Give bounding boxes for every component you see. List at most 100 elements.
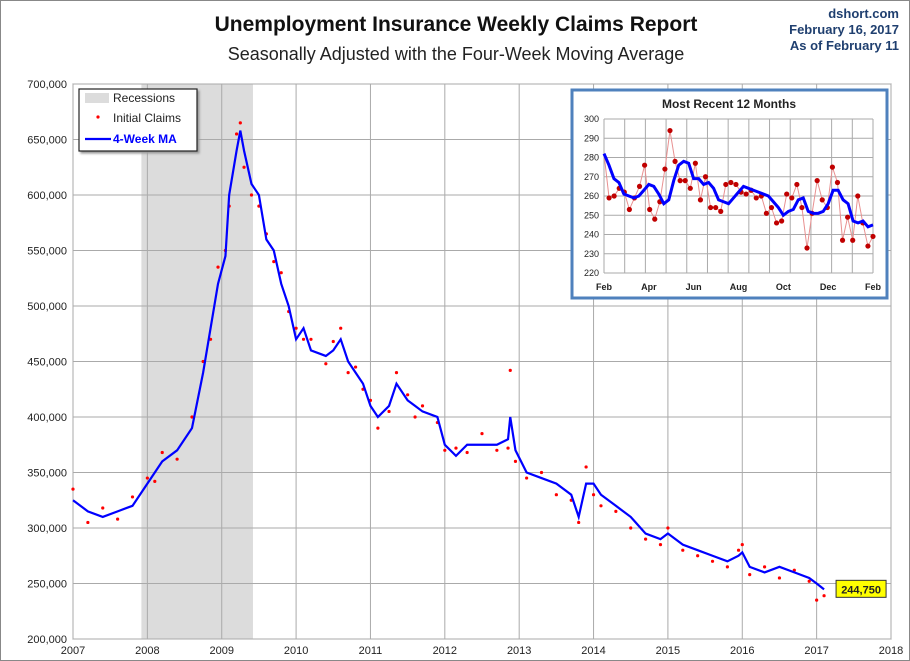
claims-point — [681, 548, 685, 552]
claims-point — [235, 132, 239, 136]
inset-claims-point — [834, 179, 841, 186]
claims-point — [387, 409, 391, 414]
legend-claims-marker — [96, 115, 100, 119]
inset-claims-point — [728, 179, 734, 186]
legend-recession-swatch — [85, 93, 109, 103]
inset-claims-point — [804, 245, 810, 251]
y-tick-label: 400,000 — [27, 412, 67, 424]
claims-point — [508, 368, 512, 372]
claims-point — [279, 271, 283, 275]
claims-point — [309, 337, 313, 341]
y-tick-label: 600,000 — [27, 190, 67, 202]
inset-x-tick: Jun — [686, 282, 702, 292]
inset-y-tick: 270 — [584, 172, 599, 182]
claims-point — [190, 415, 194, 419]
inset-claims-point — [713, 204, 719, 211]
inset-title: Most Recent 12 Months — [662, 97, 796, 111]
claims-point — [807, 579, 811, 583]
inset-claims-point — [606, 195, 612, 201]
claims-point — [539, 470, 544, 475]
inset-claims-point — [773, 220, 780, 226]
claims-point — [591, 493, 596, 497]
claims-point — [339, 326, 343, 330]
source-label: dshort.com — [828, 6, 899, 21]
claims-point — [116, 517, 120, 521]
inset-claims-point — [647, 206, 653, 213]
inset-claims-point — [636, 183, 643, 189]
x-tick-label: 2016 — [730, 645, 754, 657]
inset-claims-point — [829, 164, 835, 170]
x-tick-label: 2010 — [284, 645, 308, 657]
x-tick-label: 2014 — [581, 645, 605, 657]
claims-point — [346, 371, 350, 375]
claims-point — [160, 450, 164, 455]
x-tick-label: 2018 — [879, 645, 903, 657]
claims-point — [666, 526, 670, 530]
y-tick-label: 500,000 — [27, 301, 67, 313]
inset-claims-point — [682, 178, 688, 184]
x-tick-label: 2011 — [359, 645, 383, 657]
claims-point — [815, 598, 819, 602]
claims-point — [696, 554, 700, 558]
legend-ma-label: 4-Week MA — [113, 132, 177, 146]
claims-point — [294, 326, 298, 330]
claims-point — [599, 504, 603, 508]
claims-point — [725, 565, 730, 569]
as-of-date: As of February 11 — [789, 38, 899, 53]
x-tick-label: 2009 — [209, 645, 233, 657]
inset-claims-point — [814, 178, 820, 184]
inset-claims-point — [652, 216, 658, 222]
inset-y-tick: 300 — [584, 114, 599, 124]
inset-claims-point — [687, 185, 693, 191]
claims-point — [584, 465, 588, 469]
claims-point — [506, 446, 510, 450]
ma-line — [72, 130, 825, 591]
claims-point — [249, 193, 254, 197]
claims-point — [762, 565, 767, 569]
inset-claims-point — [799, 204, 805, 211]
last-value-box — [835, 579, 887, 598]
report-date: February 16, 2017 — [789, 22, 899, 37]
claims-point — [614, 509, 618, 513]
inset-claims-point — [626, 206, 632, 213]
inset-y-tick: 260 — [584, 191, 599, 201]
claims-point — [376, 426, 380, 430]
claims-point — [644, 537, 648, 541]
claims-point — [238, 121, 242, 125]
claims-point — [86, 520, 90, 525]
inset-y-tick: 230 — [584, 249, 599, 259]
inset-y-tick: 280 — [584, 153, 599, 163]
inset-claims-point — [707, 204, 714, 211]
y-tick-label: 650,000 — [27, 135, 67, 147]
claims-point — [153, 479, 157, 483]
y-tick-label: 300,000 — [27, 523, 67, 535]
last-value-label: 244,750 — [841, 584, 881, 596]
inset-y-tick: 250 — [584, 210, 599, 220]
claims-point — [331, 339, 335, 344]
inset-claims-point — [855, 193, 861, 199]
inset-claims-point — [743, 191, 749, 197]
inset-y-tick: 220 — [584, 268, 599, 278]
inset-claims-point — [672, 158, 678, 164]
inset-claims-point — [768, 204, 775, 211]
inset-y-tick: 290 — [584, 133, 599, 143]
claims-point — [495, 448, 499, 452]
claims-point — [443, 448, 447, 452]
claims-point — [394, 371, 399, 375]
y-tick-label: 200,000 — [27, 634, 67, 646]
claims-point — [101, 506, 105, 510]
claims-point — [465, 450, 469, 455]
claims-point — [777, 576, 782, 580]
legend-claims-label: Initial Claims — [113, 111, 181, 125]
inset-x-tick: Oct — [776, 282, 791, 292]
claims-point — [577, 520, 581, 525]
claims-point — [748, 573, 752, 577]
x-tick-label: 2012 — [433, 645, 457, 657]
inset-claims-point — [865, 243, 871, 249]
inset-claims-point — [753, 195, 759, 201]
claims-point — [454, 446, 458, 450]
inset-claims-point — [789, 195, 795, 201]
claims-point — [736, 548, 741, 552]
